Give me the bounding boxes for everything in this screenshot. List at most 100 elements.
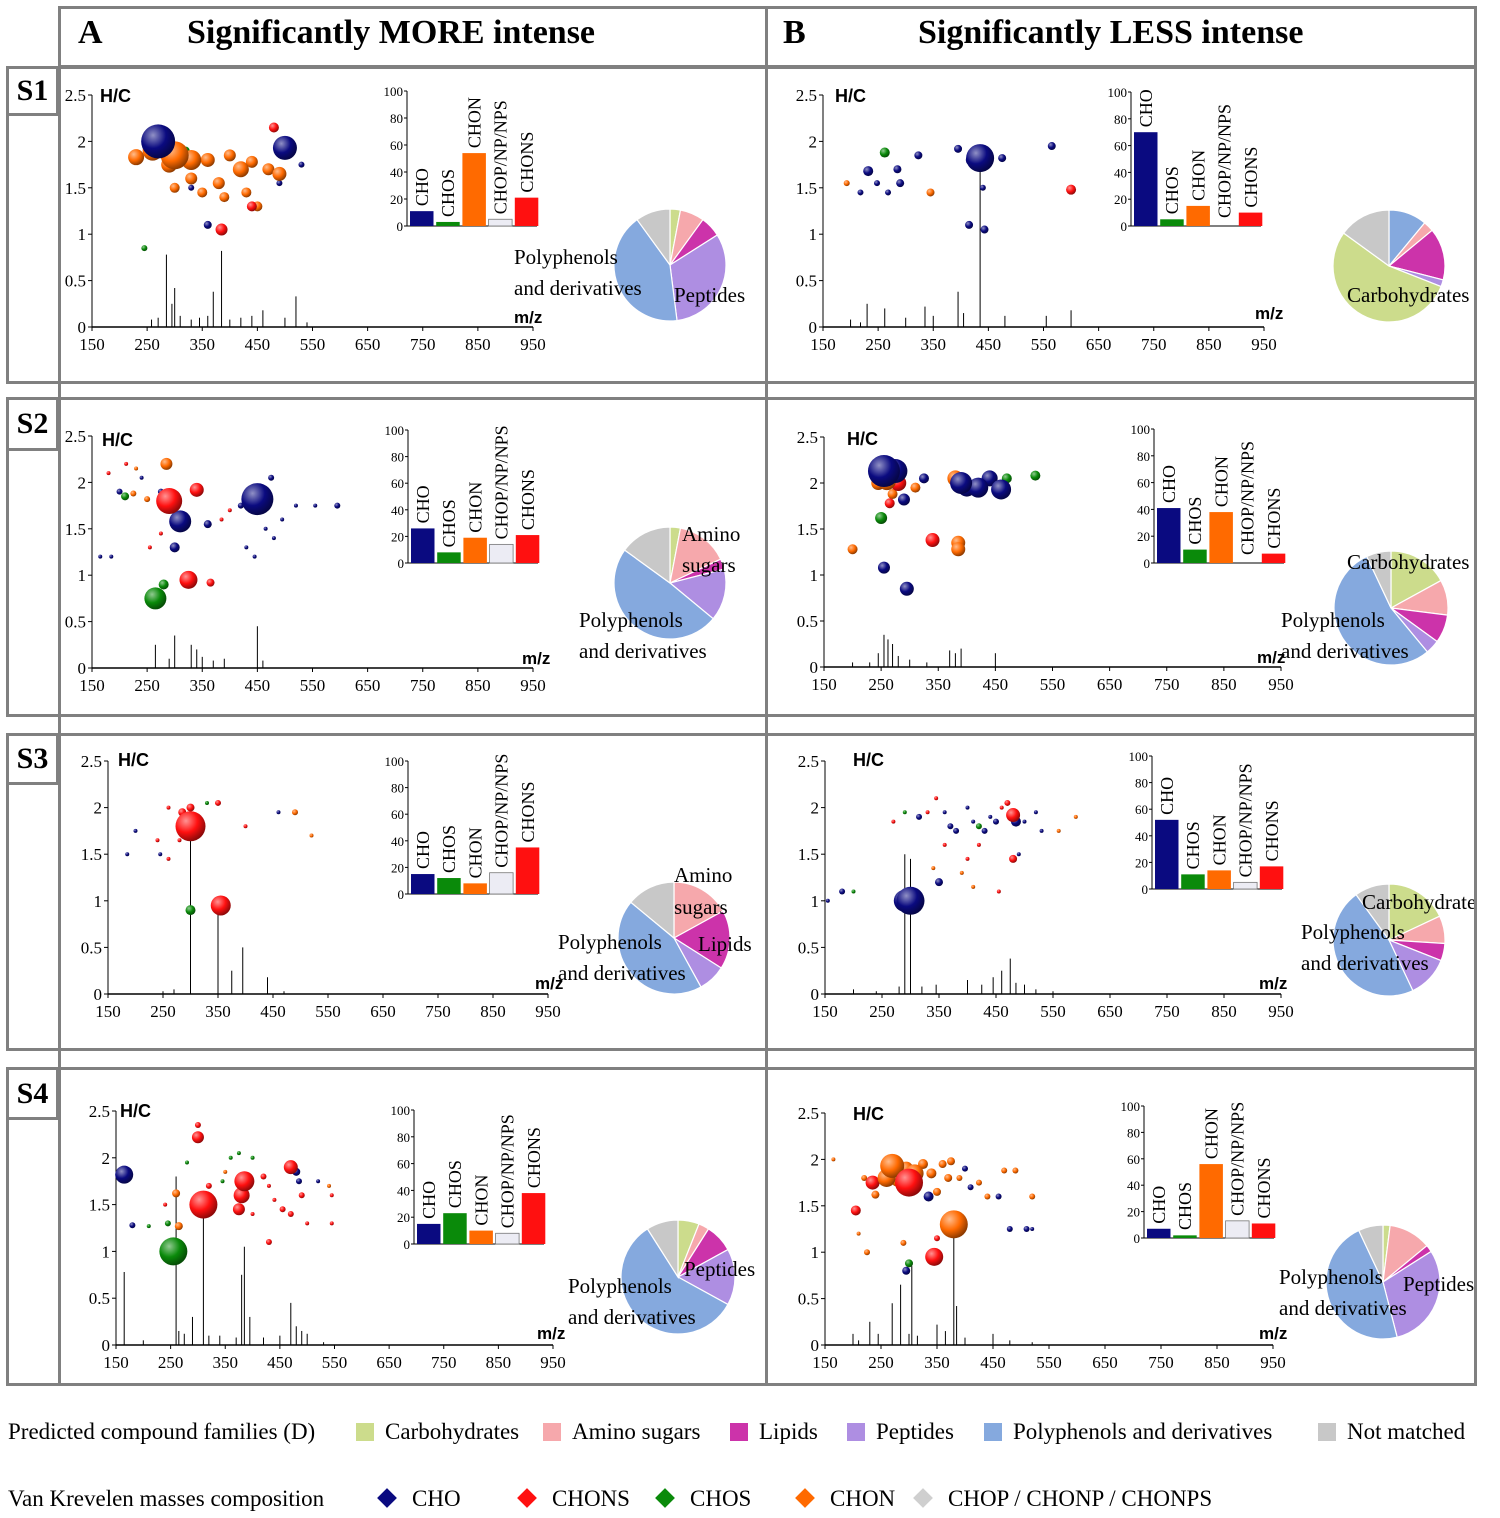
bar-chos	[1183, 549, 1207, 563]
vk-point-chon	[169, 182, 180, 193]
vk-point-chons	[279, 1206, 286, 1213]
pie-slice-polyphenols-and-derivatives	[1333, 555, 1429, 666]
vk-point-cho	[954, 144, 963, 153]
x-tick-label: 150	[812, 1002, 838, 1021]
legend-families-title: Predicted compound families (D)	[8, 1419, 316, 1444]
x-tick-label: 650	[355, 676, 381, 695]
vk-point-chos	[236, 1151, 241, 1156]
vk-point-cho	[971, 819, 976, 824]
pie-annotation: Carbohydrates	[1347, 283, 1469, 307]
pie-slice-not-matched	[1357, 1224, 1384, 1283]
vk-point-chon	[160, 457, 173, 470]
vk-point-chons	[287, 1210, 294, 1217]
vk-point-cho	[874, 180, 881, 187]
y-axis-label: H/C	[118, 750, 149, 770]
vk-point-chos	[975, 823, 982, 830]
x-tick-label: 850	[1211, 1002, 1237, 1021]
vk-point-chon	[887, 489, 898, 500]
bar-tick-label: 80	[1127, 1125, 1140, 1140]
bar-label-chons: CHONS	[518, 469, 538, 530]
header-a-letter: A	[78, 14, 103, 51]
vk-point-chons	[194, 1122, 201, 1129]
vk-point-chons	[999, 805, 1004, 810]
row-label-s3: S3	[6, 733, 59, 785]
pie-annotation: sugars	[682, 553, 736, 577]
y-tick-label: 0.5	[81, 938, 102, 957]
vk-point-chons	[1009, 854, 1018, 863]
bar-tick-label: 60	[397, 1157, 410, 1172]
bar-tick-label: 0	[1134, 1231, 1141, 1246]
legend-vk: Van Krevelen masses composition CHO CHON…	[8, 1486, 1498, 1516]
vk-point-chons	[996, 889, 1001, 894]
y-tick-label: 0	[102, 1336, 111, 1355]
x-tick-label: 750	[1154, 675, 1180, 694]
x-tick-label: 950	[1260, 1353, 1286, 1372]
bar-label-chop: CHOP/NP/NPS	[1228, 1102, 1248, 1216]
vk-point-cho	[98, 554, 103, 559]
pie-annotation: Peptides	[1403, 1272, 1474, 1296]
vk-point-cho	[899, 581, 914, 596]
vk-point-chon	[843, 180, 850, 187]
bar-chos	[437, 552, 461, 563]
bar-tick-label: 20	[1135, 855, 1148, 870]
vk-point-chon	[292, 809, 298, 816]
bar-tick-label: 60	[391, 476, 404, 491]
vk-point-chon	[245, 155, 258, 168]
vk-point-chons	[925, 810, 930, 815]
vk-point-chons	[233, 1187, 250, 1204]
pie-slice-not-matched	[1365, 550, 1392, 609]
x-axis-label: m/z	[1255, 304, 1283, 323]
y-tick-label: 1	[78, 225, 87, 244]
bar-chop	[489, 872, 514, 895]
pie-slice-lipids	[672, 910, 731, 969]
vk-point-chon	[926, 188, 935, 197]
x-tick-label: 450	[983, 675, 1009, 694]
pie-annotation: Polyphenols	[514, 245, 618, 269]
x-tick-label: 650	[376, 1353, 402, 1372]
vk-point-cho	[252, 554, 257, 559]
x-tick-label: 850	[1196, 335, 1222, 354]
bar-chon	[1207, 870, 1231, 889]
vk-point-cho	[962, 1165, 968, 1172]
y-tick-label: 0	[78, 318, 87, 337]
y-tick-label: 1.5	[89, 1196, 110, 1215]
pie-slice-not-matched	[1342, 209, 1390, 268]
bar-chop	[1233, 881, 1258, 890]
x-axis-label: m/z	[1259, 1324, 1287, 1343]
bar-label-chop: CHOP/NP/NPS	[1236, 763, 1256, 877]
x-tick-label: 950	[1268, 1002, 1294, 1021]
y-tick-label: 2	[810, 474, 819, 493]
vk-point-chos	[220, 1179, 225, 1184]
x-tick-label: 250	[134, 676, 160, 695]
vk-point-chons	[232, 1203, 245, 1216]
bar-label-chon: CHON	[1201, 1108, 1221, 1159]
vk-point-chons	[850, 1205, 861, 1216]
pie-slice-not-matched	[623, 526, 671, 585]
vk-point-chon	[947, 1157, 955, 1166]
pie-annotation: Polyphenols	[579, 608, 683, 632]
row-s3-frame	[6, 733, 1477, 1051]
x-tick-label: 450	[983, 1002, 1009, 1021]
vk-point-cho	[169, 510, 192, 533]
y-tick-label: 2.5	[89, 1102, 110, 1121]
vk-point-chon	[984, 1193, 991, 1200]
pie-slice-polyphenols-and-derivatives	[620, 1228, 729, 1335]
pie-slice-carbohydrates	[1332, 232, 1442, 323]
x-tick-label: 350	[926, 1002, 952, 1021]
bar-label-chop: CHOP/NP/NPS	[498, 1114, 518, 1228]
pie-annotation: Peptides	[674, 283, 745, 307]
bar-chons	[515, 535, 540, 563]
x-tick-label: 450	[976, 335, 1002, 354]
vk-point-chon	[831, 1157, 836, 1162]
bar-tick-label: 40	[1127, 1178, 1140, 1193]
y-tick-label: 2.5	[797, 428, 818, 447]
vk-point-cho	[125, 852, 130, 857]
bar-label-chos: CHOS	[439, 499, 459, 547]
x-tick-label: 750	[1154, 1002, 1180, 1021]
pie-annotation: Carbohydrates	[1347, 550, 1469, 574]
row-label-s4: S4	[6, 1067, 59, 1120]
x-tick-label: 750	[410, 676, 436, 695]
vk-point-chons	[1066, 184, 1077, 195]
vk-point-cho	[1030, 1227, 1035, 1231]
vk-point-cho	[334, 502, 341, 509]
